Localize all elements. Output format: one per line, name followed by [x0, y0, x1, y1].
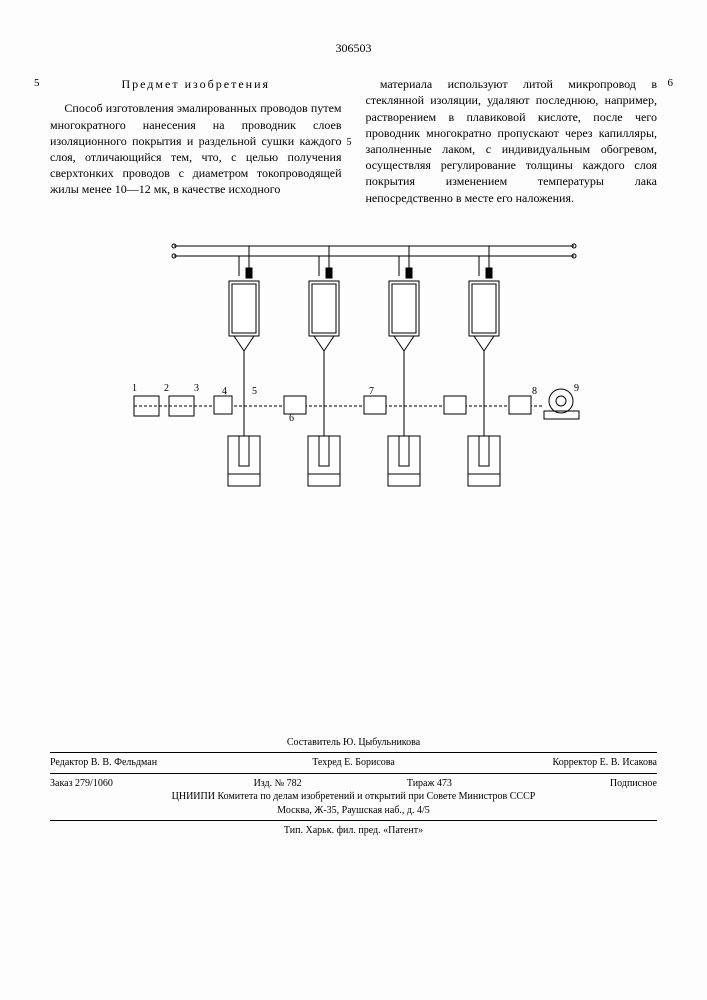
address-line: Москва, Ж-35, Раушская наб., д. 4/5	[50, 804, 657, 818]
corrector: Корректор Е. В. Исакова	[455, 756, 657, 770]
compiler-line: Составитель Ю. Цыбульникова	[50, 736, 657, 750]
divider	[50, 773, 657, 774]
page-col-num-left: 5	[34, 76, 40, 91]
printer-line: Тип. Харьк. фил. пред. «Патент»	[50, 824, 657, 838]
svg-text:5: 5	[252, 386, 257, 397]
editor: Редактор В. В. Фельдман	[50, 756, 252, 770]
line-marker: 5	[347, 136, 352, 150]
svg-text:8: 8	[532, 386, 537, 397]
coating-units	[214, 246, 579, 486]
svg-text:6: 6	[289, 413, 294, 424]
order-no: Заказ 279/1060	[50, 777, 202, 791]
right-column: 6 материала используют литой микропровод…	[366, 76, 658, 206]
divider	[50, 752, 657, 753]
claim-text-left: Способ изготовления эмалированных провод…	[50, 100, 342, 197]
tirazh: Тираж 473	[354, 777, 506, 791]
imprint-footer: Составитель Ю. Цыбульникова Редактор В. …	[50, 736, 657, 838]
claims-columns: 5 Предмет изобретения Способ изготовлени…	[50, 76, 657, 206]
divider	[50, 820, 657, 821]
patent-number: 306503	[50, 40, 657, 56]
svg-text:7: 7	[369, 386, 374, 397]
svg-text:9: 9	[574, 383, 579, 394]
claim-title: Предмет изобретения	[50, 76, 342, 92]
left-column: 5 Предмет изобретения Способ изготовлени…	[50, 76, 342, 206]
techred: Техред Е. Борисова	[252, 756, 454, 770]
org-line: ЦНИИПИ Комитета по делам изобретений и о…	[50, 790, 657, 804]
schematic-figure: 1 2 3 4 5 6 7 8 9	[50, 236, 657, 516]
podpisnoe: Подписное	[505, 777, 657, 791]
page-col-num-right: 6	[668, 76, 674, 91]
svg-text:2: 2	[164, 383, 169, 394]
svg-text:1: 1	[132, 383, 137, 394]
claim-text-right: материала используют литой микропровод в…	[366, 76, 658, 206]
svg-text:4: 4	[222, 386, 227, 397]
izd-no: Изд. № 782	[202, 777, 354, 791]
schematic-svg: 1 2 3 4 5 6 7 8 9	[114, 236, 594, 516]
svg-text:3: 3	[194, 383, 199, 394]
